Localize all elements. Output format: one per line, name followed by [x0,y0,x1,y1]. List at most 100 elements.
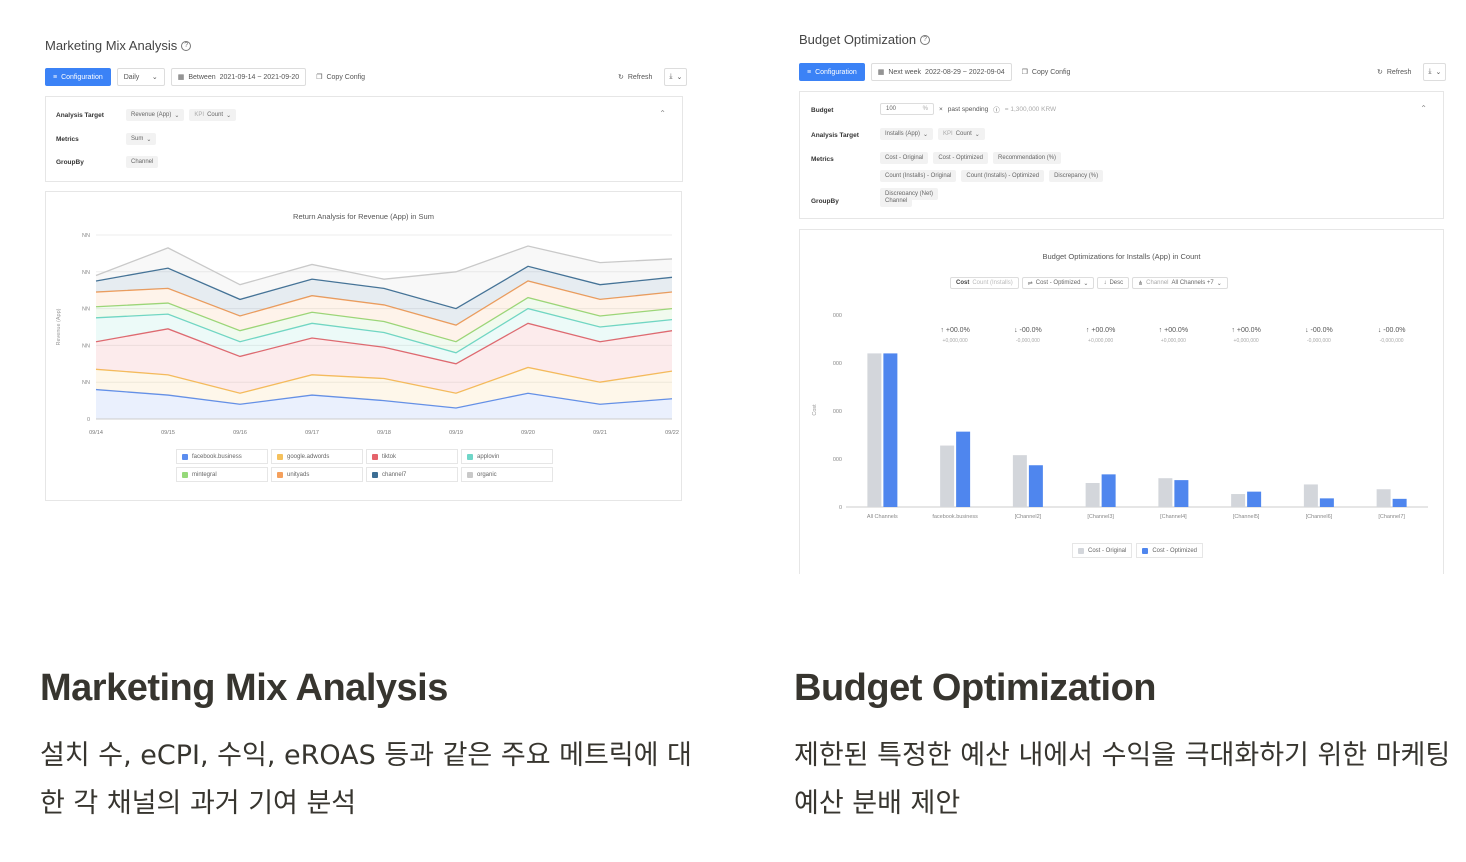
delta-net: +0,000,000 [1088,338,1113,344]
analysis-target-label: Analysis Target [56,112,104,119]
groupby-label: GroupBy [811,198,839,205]
chevron-up-icon[interactable]: ⌃ [659,109,666,118]
download-button[interactable]: ⤓ ⌄ [1423,63,1447,81]
area-chart-card: Return Analysis for Revenue (App) in Sum… [45,191,682,501]
chart-legend: facebook.business google.adwords tiktok app… [176,449,553,482]
configuration-button[interactable]: ≡ Configuration [799,63,865,81]
metric-chip[interactable]: Cost - Optimized [933,152,989,164]
bar-chart-card: Budget Optimizations for Installs (App) … [799,229,1444,574]
y-axis-label: Cost [812,404,818,416]
groupby-select[interactable]: Channel [880,195,913,207]
chevron-up-icon[interactable]: ⌃ [1420,104,1427,113]
refresh-button[interactable]: ↻ Refresh [618,73,653,82]
download-button[interactable]: ⤓ ⌄ [664,68,688,86]
legend-label: Cost - Original [1088,547,1127,554]
legend-item[interactable]: facebook.business [176,449,268,464]
line-facebook.business[interactable] [95,388,673,409]
right-caption-title: Budget Optimization [794,667,1157,709]
bar-optimized[interactable] [1392,498,1407,507]
legend-item[interactable]: unityads [271,467,363,482]
chevron-down-icon: ⌄ [146,136,152,143]
bar-optimized[interactable] [1101,474,1116,507]
bar-optimized[interactable] [956,431,971,507]
metrics-select[interactable]: Sum ⌄ [126,133,157,145]
legend-label: mintegral [192,471,217,478]
bar-optimized[interactable] [1247,491,1262,507]
bar-original[interactable] [1376,489,1391,507]
bar-original[interactable] [1012,455,1027,507]
kpi-select[interactable]: KPI Count ⌄ [189,109,237,121]
kpi-select[interactable]: KPI Count ⌄ [938,128,985,140]
line-google.adwords[interactable] [95,366,673,394]
filter-icon: ⋔ [1138,280,1144,287]
app-title: Budget Optimization ? [799,32,931,47]
legend-item[interactable]: google.adwords [271,449,363,464]
y-tick-label: 0 [87,417,90,423]
delta-percent: ↑ +00.0% [1231,327,1260,334]
sort-by-select[interactable]: ⇌ Cost - Optimized ⌄ [1021,277,1095,289]
x-tick-label: 09/14 [89,430,103,436]
line-applovin[interactable] [95,307,673,354]
legend-item[interactable]: Cost - Original [1072,543,1133,558]
metric-chip[interactable]: Count (Installs) - Optimized [961,170,1045,182]
bar-original[interactable] [1303,484,1318,507]
period-select[interactable]: Daily ⌄ [116,68,165,86]
legend-item[interactable]: channel7 [366,467,458,482]
bar-optimized[interactable] [1319,498,1334,507]
legend-item[interactable]: mintegral [176,467,268,482]
app-title: Marketing Mix Analysis ? [45,38,192,53]
date-range-picker[interactable]: ▦ Next week 2022-08-29 ~ 2022-09-04 [870,63,1012,81]
delta-net: -0,000,000 [1380,338,1404,344]
copy-config-button[interactable]: ❐ Copy Config [316,73,366,82]
help-icon[interactable]: ? [920,34,931,45]
refresh-button[interactable]: ↻ Refresh [1377,68,1412,77]
date-range-picker[interactable]: ▦ Between 2021-09-14 ~ 2021-09-20 [170,68,307,86]
metric-chip[interactable]: Recommendation (%) [993,152,1062,164]
y-tick-label: 000 [833,457,842,463]
legend-item[interactable]: applovin [461,449,553,464]
configuration-button[interactable]: ≡ Configuration [45,68,111,86]
bar-original[interactable] [1158,478,1173,507]
legend-swatch [182,471,188,478]
order-toggle[interactable]: ↓ Desc [1097,277,1130,289]
delta-percent: ↓ -00.0% [1305,327,1333,334]
line-mintegral[interactable] [95,296,673,343]
groupby-select[interactable]: Channel [126,156,159,168]
help-icon[interactable]: ? [181,40,192,51]
chart-controls: Cost Count (Installs) ⇌ Cost - Optimized… [950,277,1228,289]
bar-optimized[interactable] [1028,465,1043,507]
bar-original[interactable] [1085,483,1100,507]
y-tick-label: 000 [833,313,842,319]
sort-cost-option[interactable]: Cost [956,280,970,286]
line-organic[interactable] [95,245,673,286]
bar-original[interactable] [940,445,955,507]
line-tiktok[interactable] [95,322,673,365]
bar-original[interactable] [867,353,882,507]
channel-filter[interactable]: ⋔ Channel All Channels +7 ⌄ [1132,277,1228,289]
chart-legend: Cost - Original Cost - Optimized [1072,543,1204,558]
line-unityads[interactable] [95,280,673,326]
menu-icon: ≡ [53,73,58,81]
sort-target-toggle[interactable]: Cost Count (Installs) [950,277,1019,289]
bar-optimized[interactable] [883,353,898,507]
metric-chip[interactable]: Discrepancy (%) [1049,170,1104,182]
metric-chip[interactable]: Count (Installs) - Original [880,170,957,182]
bar-optimized[interactable] [1174,480,1189,507]
legend-item[interactable]: tiktok [366,449,458,464]
budget-input[interactable]: 100 % [880,103,934,115]
sort-count-option[interactable]: Count (Installs) [972,280,1013,286]
sort-icon: ⇌ [1027,280,1033,287]
metric-chip[interactable]: Cost - Original [880,152,929,164]
bar-original[interactable] [1231,494,1246,507]
line-channel7[interactable] [95,265,673,310]
legend-item[interactable]: organic [461,467,553,482]
copy-config-button[interactable]: ❐ Copy Config [1021,68,1071,77]
legend-swatch [372,453,378,460]
legend-label: applovin [477,453,500,460]
analysis-target-select[interactable]: Installs (App) ⌄ [880,128,934,140]
x-tick-label: 09/20 [521,430,535,436]
legend-item[interactable]: Cost - Optimized [1136,543,1204,558]
x-tick-label: [Channel5] [1233,514,1260,520]
analysis-target-select[interactable]: Revenue (App) ⌄ [126,109,185,121]
